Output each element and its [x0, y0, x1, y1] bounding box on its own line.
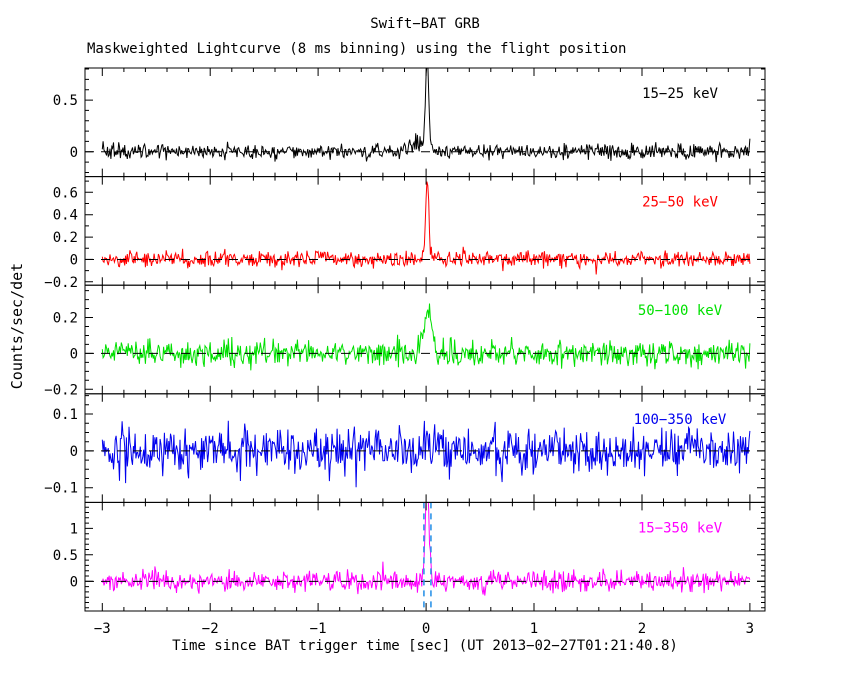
y-tick-label: 0 — [70, 444, 78, 460]
chart-title: Swift−BAT GRB — [370, 16, 480, 32]
x-axis-label: Time since BAT trigger time [sec] (UT 20… — [172, 638, 678, 654]
x-tick-label: −1 — [310, 621, 327, 637]
y-tick-label: 0 — [70, 252, 78, 268]
x-tick-label: −2 — [202, 621, 219, 637]
chart-subtitle: Maskweighted Lightcurve (8 ms binning) u… — [87, 41, 627, 57]
energy-band-label: 25−50 keV — [642, 195, 718, 211]
y-tick-label: 0 — [70, 346, 78, 362]
panel-frame — [84, 501, 766, 612]
lightcurve-trace-5 — [101, 502, 751, 596]
y-tick-label: −0.2 — [44, 382, 78, 398]
lightcurve-trace-4 — [101, 420, 751, 488]
y-tick-label: −0.1 — [44, 481, 78, 497]
x-tick-label: 2 — [638, 621, 646, 637]
axis-ticks — [85, 393, 765, 503]
panel-frame — [84, 67, 766, 178]
x-tick-label: 3 — [746, 621, 754, 637]
y-tick-label: 0.5 — [53, 93, 78, 109]
y-tick-label: 0 — [70, 145, 78, 161]
y-tick-label: −0.2 — [44, 275, 78, 291]
axis-ticks — [85, 285, 765, 394]
energy-band-label: 50−100 keV — [638, 303, 723, 319]
x-tick-label: 1 — [530, 621, 538, 637]
axis-ticks — [85, 176, 765, 286]
x-tick-label: 0 — [422, 621, 430, 637]
energy-band-label: 15−350 keV — [638, 520, 723, 536]
energy-band-label: 100−350 keV — [634, 412, 727, 428]
y-tick-label: 0.6 — [53, 185, 78, 201]
y-tick-label: 0.2 — [53, 311, 78, 327]
lightcurve-trace-2 — [101, 181, 751, 275]
lightcurve-trace-3 — [101, 303, 751, 371]
y-tick-label: 0.5 — [53, 548, 78, 564]
axis-ticks — [85, 502, 765, 611]
axis-ticks — [85, 68, 765, 177]
y-tick-label: 0.2 — [53, 230, 78, 246]
x-tick-label: −3 — [94, 621, 111, 637]
lightcurve-trace-1 — [101, 68, 751, 163]
panel-frame — [84, 284, 766, 395]
y-tick-label: 1 — [70, 521, 78, 537]
y-tick-label: 0 — [70, 574, 78, 590]
y-tick-label: 0.1 — [53, 407, 78, 423]
y-tick-label: 0.4 — [53, 208, 78, 224]
energy-band-label: 15−25 keV — [642, 86, 718, 102]
